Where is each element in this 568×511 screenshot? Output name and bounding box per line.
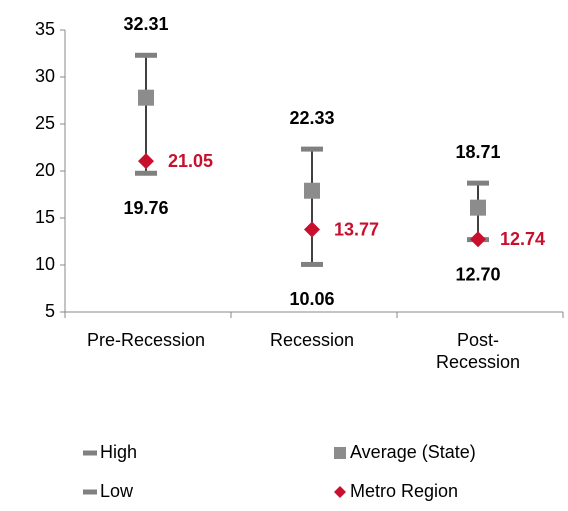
x-tick-label: Post- Recession: [435, 330, 521, 372]
data-label: 22.33: [289, 108, 334, 128]
data-label: 10.06: [289, 289, 334, 309]
square-point: [470, 199, 486, 216]
legend-label: High: [100, 442, 137, 462]
legend-marker: [83, 450, 97, 456]
diamond-point: [470, 231, 486, 248]
y-tick-label: 15: [35, 207, 55, 227]
y-tick-label: 25: [35, 113, 55, 133]
y-tick-label: 5: [45, 301, 55, 321]
legend-marker: [334, 486, 346, 498]
range-cap: [135, 52, 157, 58]
data-label: 21.05: [168, 151, 213, 171]
data-label: 32.31: [123, 14, 168, 34]
square-point: [138, 89, 154, 106]
diamond-point: [138, 153, 154, 170]
x-tick-label: Recession: [269, 330, 355, 350]
range-cap: [301, 146, 323, 152]
x-tick-label: Pre-Recession: [86, 330, 206, 350]
y-tick-label: 35: [35, 19, 55, 39]
data-label: 18.71: [455, 142, 500, 162]
legend-label: Metro Region: [350, 481, 458, 501]
data-label: 13.77: [334, 219, 379, 239]
legend-marker: [334, 447, 346, 459]
legend-label: Average (State): [350, 442, 476, 462]
square-point: [304, 182, 320, 199]
legend-label: Low: [100, 481, 134, 501]
range-cap: [467, 180, 489, 186]
data-label: 19.76: [123, 198, 168, 218]
y-tick-label: 10: [35, 254, 55, 274]
range-cap: [135, 170, 157, 176]
diamond-point: [304, 221, 320, 238]
y-tick-label: 20: [35, 160, 55, 180]
legend-marker: [83, 489, 97, 495]
range-cap: [301, 261, 323, 267]
data-label: 12.70: [455, 264, 500, 284]
data-label: 12.74: [500, 229, 545, 249]
y-tick-label: 30: [35, 66, 55, 86]
